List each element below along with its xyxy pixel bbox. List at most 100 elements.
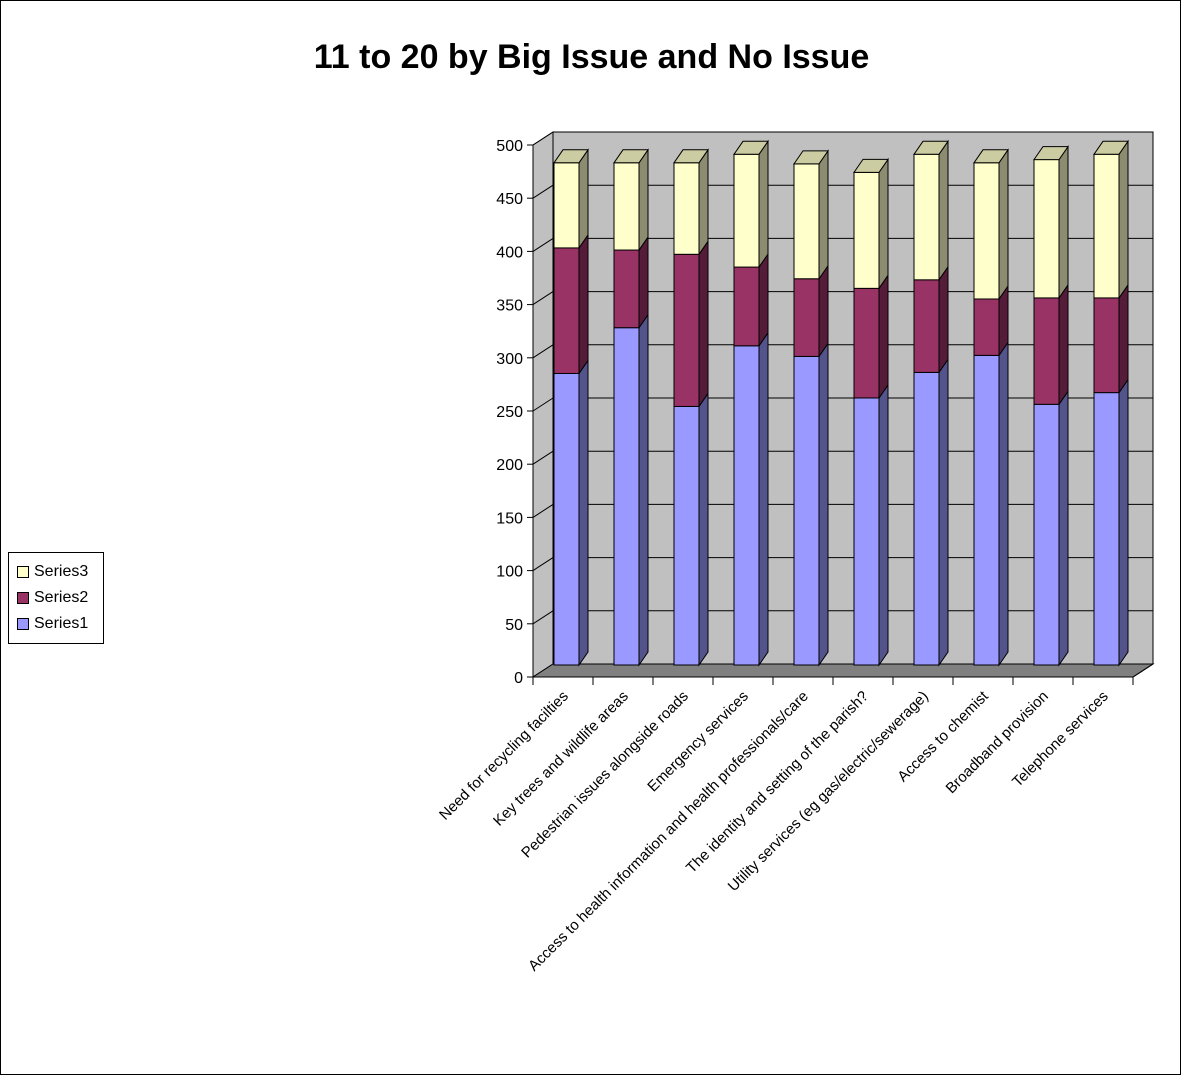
bar-series1-side bbox=[758, 331, 769, 667]
bar-series3-front bbox=[853, 171, 880, 289]
bar-series3-top bbox=[733, 140, 769, 155]
bar-series3-top bbox=[793, 150, 829, 165]
y-tick-label: 50 bbox=[505, 617, 523, 634]
bar-series3-top bbox=[973, 149, 1009, 164]
x-category-label: Broadband provision bbox=[943, 688, 1052, 797]
bar-series1-front bbox=[793, 355, 820, 666]
x-category-label: Access to health information and health … bbox=[525, 688, 812, 975]
bar-series3-side bbox=[878, 157, 889, 290]
bar-series3-front bbox=[793, 163, 820, 280]
bar-series3-side bbox=[1118, 139, 1129, 300]
bar-series3-side bbox=[818, 149, 829, 281]
gridline-side bbox=[532, 237, 554, 252]
bar-series1-side bbox=[638, 313, 649, 667]
bar-series1-front bbox=[553, 372, 580, 666]
bar-series3-top bbox=[853, 158, 889, 173]
legend-swatch-series1 bbox=[17, 618, 29, 630]
legend-swatch-series2 bbox=[17, 592, 29, 604]
legend-item-series3: Series3 bbox=[17, 559, 99, 585]
bar-series3-front bbox=[733, 153, 760, 268]
bar-series1-side bbox=[578, 358, 589, 667]
y-tick-label: 200 bbox=[496, 457, 523, 474]
bar-series3-front bbox=[613, 162, 640, 251]
gridline-side bbox=[532, 131, 554, 146]
bar-series2-front bbox=[973, 298, 1000, 356]
y-tick-label: 250 bbox=[496, 404, 523, 421]
bar-series3-front bbox=[673, 162, 700, 255]
legend-swatch-series3 bbox=[17, 566, 29, 578]
bar-series3-front bbox=[913, 153, 940, 281]
bar-series1-side bbox=[1058, 389, 1069, 667]
bar-series2-front bbox=[853, 287, 880, 399]
bar-series3-side bbox=[578, 148, 589, 250]
plot-floor bbox=[531, 663, 1155, 678]
bar-series2-side bbox=[698, 239, 709, 409]
bar-series2-front bbox=[733, 266, 760, 347]
y-tick-label: 150 bbox=[496, 510, 523, 527]
bar-series1-front bbox=[973, 354, 1000, 666]
bar-series1-front bbox=[613, 327, 640, 666]
legend-label-series2: Series2 bbox=[34, 589, 89, 606]
bar-series3-front bbox=[1093, 153, 1120, 299]
x-axis-depth bbox=[1132, 663, 1154, 678]
bar-series3-side bbox=[698, 148, 709, 256]
bar-series3-front bbox=[553, 162, 580, 249]
bar-series2-side bbox=[638, 235, 649, 330]
chart-title: 11 to 20 by Big Issue and No Issue bbox=[313, 38, 870, 76]
bar-series1-side bbox=[698, 391, 709, 667]
bar-series3-side bbox=[998, 148, 1009, 301]
gridline-side bbox=[532, 291, 554, 306]
bar-series3-front bbox=[1033, 159, 1060, 299]
bar-series3-side bbox=[758, 139, 769, 269]
bar-series3-top bbox=[613, 149, 649, 164]
bar-series1-front bbox=[673, 405, 700, 666]
bar-series2-side bbox=[878, 273, 889, 400]
bar-series2-side bbox=[938, 265, 949, 375]
gridline-side bbox=[532, 557, 554, 572]
bar-series1-front bbox=[1033, 403, 1060, 666]
bar-series3-side bbox=[938, 139, 949, 282]
bar-series2-front bbox=[913, 279, 940, 373]
bar-series3-side bbox=[1058, 144, 1069, 300]
bar-series1-side bbox=[998, 340, 1009, 667]
gridline-side bbox=[532, 450, 554, 465]
gridline-side bbox=[532, 184, 554, 199]
bar-series2-front bbox=[1093, 297, 1120, 394]
x-category-label: Emergency services bbox=[644, 688, 752, 796]
gridline-side bbox=[532, 610, 554, 625]
bar-series3-top bbox=[553, 149, 589, 164]
bar-series1-side bbox=[1118, 378, 1129, 667]
y-tick-label: 350 bbox=[496, 298, 523, 315]
legend: Series3 Series2 Series1 bbox=[8, 552, 104, 644]
gridline-side bbox=[532, 397, 554, 412]
bar-series3-side bbox=[638, 148, 649, 252]
legend-item-series2: Series2 bbox=[17, 585, 99, 611]
bar-series2-front bbox=[673, 253, 700, 407]
bar-series3-top bbox=[913, 140, 949, 155]
bar-series3-top bbox=[1033, 146, 1069, 161]
bar-series2-side bbox=[758, 252, 769, 348]
bar-series2-side bbox=[1118, 283, 1129, 395]
bar-series2-side bbox=[578, 233, 589, 376]
y-tick-label: 0 bbox=[514, 670, 523, 687]
bar-series3-top bbox=[673, 149, 709, 164]
bar-series2-front bbox=[553, 247, 580, 374]
bar-series1-front bbox=[733, 345, 760, 666]
bar-series2-side bbox=[1058, 283, 1069, 406]
legend-label-series3: Series3 bbox=[34, 563, 89, 580]
gridline-side bbox=[532, 344, 554, 359]
bar-series3-top bbox=[1093, 140, 1129, 155]
bar-series1-side bbox=[878, 383, 889, 667]
legend-label-series1: Series1 bbox=[34, 615, 89, 632]
y-tick-label: 450 bbox=[496, 191, 523, 208]
bar-series2-side bbox=[818, 264, 829, 359]
bar-series2-front bbox=[793, 278, 820, 357]
y-tick-label: 500 bbox=[496, 138, 523, 155]
y-tick-label: 400 bbox=[496, 244, 523, 261]
legend-item-series1: Series1 bbox=[17, 611, 99, 637]
y-tick-label: 300 bbox=[496, 351, 523, 368]
bar-series1-side bbox=[938, 357, 949, 667]
bar-series2-front bbox=[1033, 297, 1060, 405]
bar-series1-front bbox=[913, 371, 940, 666]
